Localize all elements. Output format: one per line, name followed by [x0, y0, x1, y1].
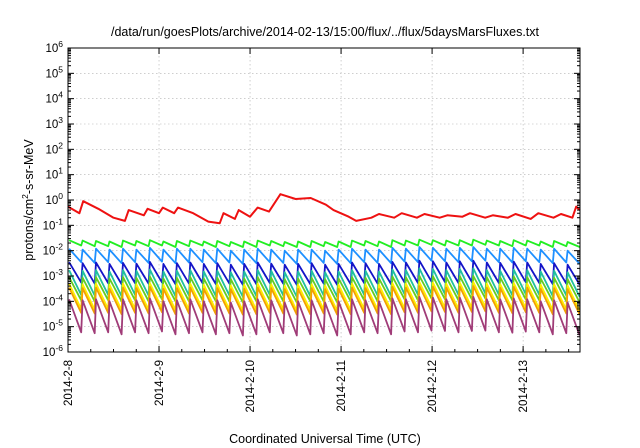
y-tick-base: 10 [45, 119, 58, 131]
y-tick-label: 105 [45, 64, 63, 80]
y-tick-label: 101 [45, 166, 63, 182]
y-tick-labels: 10-610-510-410-310-210-11001011021031041… [43, 39, 64, 359]
y-tick-exponent: 4 [58, 90, 63, 100]
y-tick-base: 10 [43, 322, 56, 334]
y-tick-base: 10 [43, 271, 56, 283]
y-tick-base: 10 [45, 144, 58, 156]
series-group [67, 193, 581, 337]
y-tick-base: 10 [43, 347, 56, 359]
x-tick-label: 2014-2-11 [336, 360, 348, 412]
y-axis-label-main: protons/cm [22, 199, 36, 261]
y-tick-label: 102 [45, 140, 63, 156]
y-tick-exponent: -1 [55, 216, 63, 226]
y-tick-label: 10-6 [43, 343, 64, 359]
y-tick-base: 10 [45, 68, 58, 80]
y-tick-label: 100 [45, 191, 63, 207]
y-tick-exponent: 1 [58, 166, 63, 176]
y-tick-exponent: -4 [55, 292, 63, 302]
ticks [67, 47, 580, 353]
x-axis-label: Coordinated Universal Time (UTC) [229, 432, 421, 446]
y-tick-label: 103 [45, 115, 63, 131]
y-tick-base: 10 [45, 170, 58, 182]
y-tick-label: 10-1 [43, 216, 64, 232]
y-tick-label: 10-5 [43, 318, 64, 334]
y-tick-exponent: -6 [55, 343, 63, 353]
y-axis-label-tail: -s-sr-MeV [22, 139, 36, 195]
y-tick-exponent: 3 [58, 115, 63, 125]
y-tick-label: 10-2 [43, 242, 64, 258]
y-tick-base: 10 [45, 195, 58, 207]
series-line-2 [68, 238, 581, 248]
y-tick-base: 10 [45, 43, 58, 55]
chart-title: /data/run/goesPlots/archive/2014-02-13/1… [111, 25, 540, 39]
series-line-3 [68, 246, 581, 265]
y-tick-exponent: -3 [55, 267, 63, 277]
y-axis-label-sup: 2 [20, 194, 30, 199]
series-line-1 [67, 193, 581, 225]
y-tick-base: 10 [45, 94, 58, 106]
x-tick-label: 2014-2-10 [245, 360, 257, 412]
x-tick-label: 2014-2-9 [154, 360, 166, 406]
y-tick-exponent: 5 [58, 64, 63, 74]
y-tick-exponent: -2 [55, 242, 63, 252]
series-line-8 [68, 285, 581, 316]
y-tick-base: 10 [43, 296, 56, 308]
y-tick-exponent: 2 [58, 140, 63, 150]
x-tick-label: 2014-2-13 [518, 360, 530, 412]
x-tick-label: 2014-2-12 [427, 360, 439, 412]
series-line-9 [68, 296, 581, 337]
y-tick-base: 10 [43, 220, 56, 232]
y-tick-exponent: -5 [55, 318, 63, 328]
x-tick-labels: 2014-2-8 2014-2-9 2014-2-10 2014-2-11 2014-2… [63, 360, 530, 412]
y-tick-label: 104 [45, 90, 63, 106]
y-tick-label: 10-4 [43, 292, 64, 308]
y-axis-label: protons/cm2-s-sr-MeV [20, 139, 36, 261]
y-tick-exponent: 0 [58, 191, 63, 201]
x-tick-label: 2014-2-8 [63, 360, 75, 406]
y-tick-label: 106 [45, 39, 63, 55]
y-tick-base: 10 [43, 246, 56, 258]
y-tick-exponent: 6 [58, 39, 63, 49]
y-tick-label: 10-3 [43, 267, 64, 283]
